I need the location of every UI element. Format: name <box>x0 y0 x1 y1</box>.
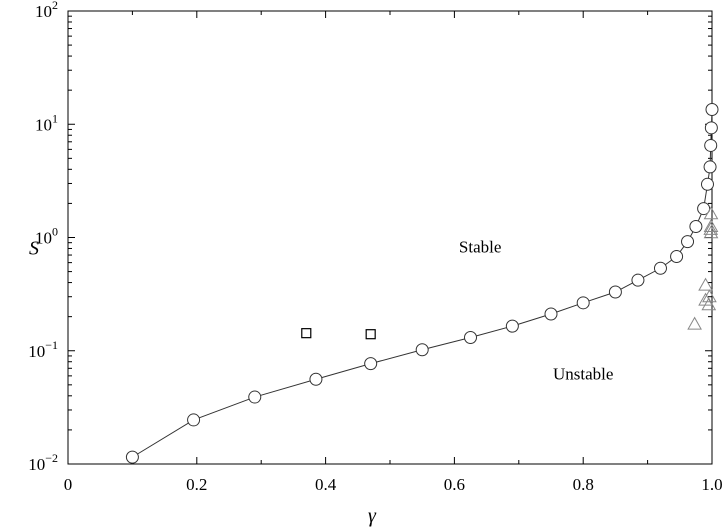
circle-point <box>187 413 201 427</box>
circle-point <box>415 343 429 357</box>
x-tick-label: 0.2 <box>186 475 207 494</box>
circle-point <box>689 220 703 234</box>
region-label: Stable <box>459 237 502 256</box>
circle-point <box>704 121 718 135</box>
y-tick-exponent: −2 <box>45 451 58 465</box>
y-tick-exponent: 0 <box>52 225 58 239</box>
circle-point <box>703 160 717 174</box>
y-tick-exponent: −1 <box>45 338 58 352</box>
y-tick-label: 100 <box>35 225 58 248</box>
x-tick-label: 0 <box>64 475 73 494</box>
triangle-point <box>687 316 702 330</box>
y-tick-base: 10 <box>35 2 52 21</box>
annotation-layer: Stable Unstable <box>459 237 614 383</box>
triangle-point <box>702 289 717 303</box>
series-layer <box>125 102 719 464</box>
circle-point <box>248 390 262 404</box>
circle-point <box>705 102 719 116</box>
triangle-point <box>703 225 719 239</box>
circle-point <box>697 202 711 216</box>
y-tick-base: 10 <box>28 342 45 361</box>
y-tick-exponent: 2 <box>52 0 58 12</box>
x-tick-label: 0.4 <box>315 475 337 494</box>
circle-point <box>309 372 323 386</box>
triangle-point <box>703 206 719 220</box>
x-axis-label: γ <box>368 505 377 527</box>
circle-point <box>608 285 622 299</box>
x-tick-label: 0.8 <box>573 475 594 494</box>
plot-frame <box>67 10 713 465</box>
circle-point <box>576 296 590 310</box>
circle-point <box>125 450 139 464</box>
y-tick-label: 102 <box>35 0 58 21</box>
circle-point <box>505 319 519 333</box>
triangle-point <box>703 221 719 235</box>
circle-point <box>653 261 667 275</box>
circle-point <box>704 138 718 152</box>
circle-point <box>464 330 477 344</box>
y-tick-exponent: 1 <box>52 111 58 125</box>
circle-point <box>364 357 378 371</box>
y-tick-label: 10−2 <box>28 451 58 474</box>
y-tick-label: 101 <box>35 111 58 134</box>
series-line <box>132 109 713 458</box>
triangle-point <box>698 292 713 306</box>
triangle-point <box>698 277 713 291</box>
circle-point <box>670 249 684 263</box>
y-tick-base: 10 <box>35 115 52 134</box>
region-label: Unstable <box>553 364 613 383</box>
circle-point <box>631 273 645 287</box>
circle-point <box>700 177 714 191</box>
x-tick-label: 0.6 <box>444 475 465 494</box>
circle-point <box>681 235 695 249</box>
y-axis-label: S <box>29 238 39 260</box>
y-tick-label: 10−1 <box>28 338 58 361</box>
square-point <box>365 329 376 340</box>
circle-point <box>544 307 558 321</box>
square-point <box>301 328 312 339</box>
triangle-point <box>701 297 717 311</box>
triangle-point <box>703 219 719 233</box>
axis-ticks <box>67 10 713 465</box>
y-tick-base: 10 <box>28 455 45 474</box>
x-tick-label: 1.0 <box>701 475 722 494</box>
y-tick-base: 10 <box>35 229 52 248</box>
